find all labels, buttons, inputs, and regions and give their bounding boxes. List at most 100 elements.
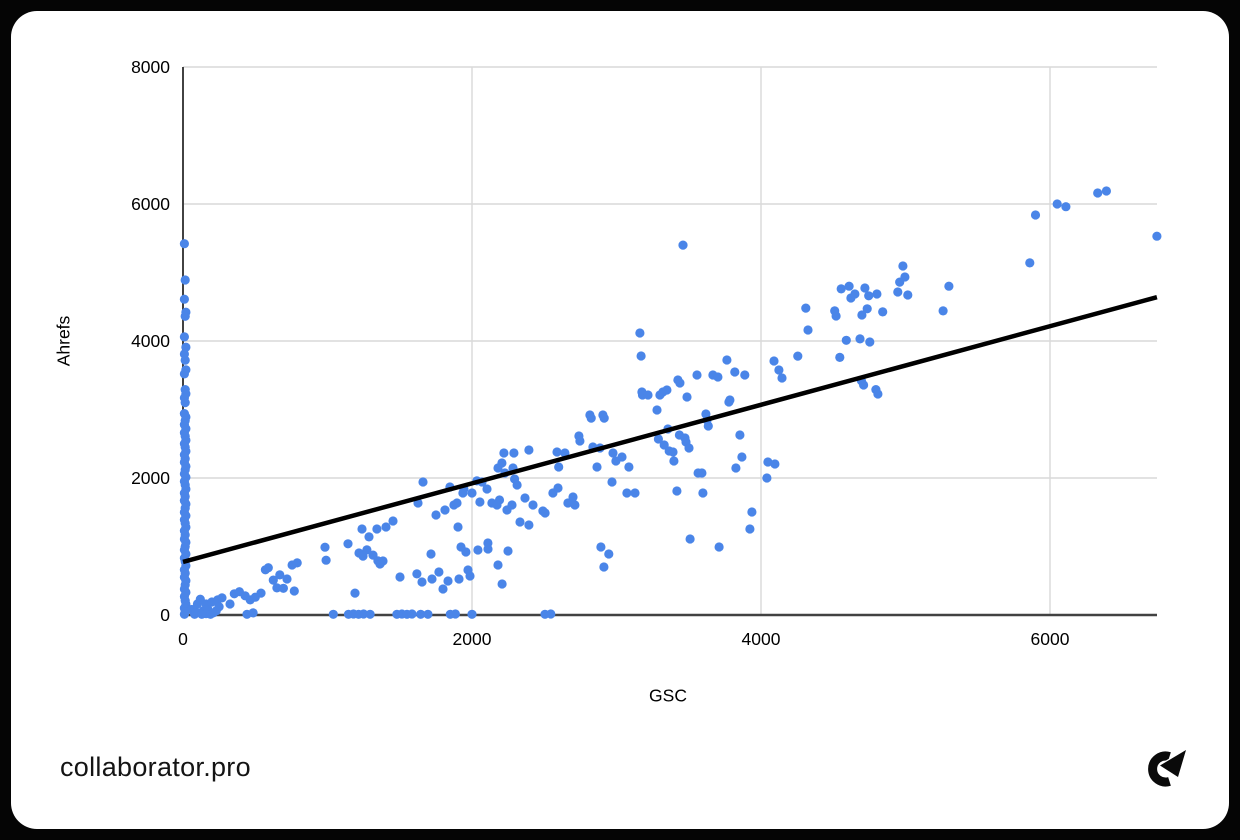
data-point <box>596 542 606 552</box>
data-point <box>713 372 723 382</box>
data-point <box>1052 199 1062 209</box>
data-point <box>697 468 707 478</box>
data-point <box>669 456 679 466</box>
data-point <box>359 609 369 619</box>
data-point <box>321 555 331 565</box>
data-point <box>465 571 475 581</box>
y-tick-label: 8000 <box>131 57 170 77</box>
data-point <box>624 462 634 472</box>
x-tick-label: 6000 <box>1031 629 1070 649</box>
data-point <box>762 473 772 483</box>
data-point <box>483 544 493 554</box>
data-point <box>841 335 851 345</box>
data-point <box>553 483 563 493</box>
data-point <box>362 545 372 555</box>
data-point <box>282 574 292 584</box>
data-point <box>682 392 692 402</box>
data-point <box>454 574 464 584</box>
data-point <box>769 356 779 366</box>
data-point <box>652 405 662 415</box>
data-point <box>1030 210 1041 220</box>
data-point <box>898 261 908 271</box>
data-point <box>440 505 450 515</box>
y-tick-label: 6000 <box>131 194 170 214</box>
data-point <box>692 370 702 380</box>
x-tick-label: 2000 <box>453 629 492 649</box>
data-point <box>180 398 190 408</box>
data-point <box>473 545 483 555</box>
data-point <box>450 609 460 619</box>
data-point <box>431 510 441 520</box>
data-point <box>365 609 375 619</box>
data-point <box>372 524 382 534</box>
data-point <box>865 337 875 347</box>
data-point <box>878 307 888 317</box>
data-point <box>622 488 632 498</box>
data-point <box>725 395 735 405</box>
data-point <box>217 593 227 603</box>
data-point <box>938 306 948 316</box>
data-point <box>859 380 869 390</box>
data-point <box>434 567 444 577</box>
data-point <box>900 272 910 282</box>
data-point <box>180 311 190 321</box>
data-point <box>737 452 747 462</box>
data-point <box>416 609 426 619</box>
data-point <box>328 609 338 619</box>
data-point <box>735 430 745 440</box>
data-point <box>453 522 463 532</box>
data-point <box>343 539 353 549</box>
data-point <box>903 290 913 300</box>
data-point <box>443 576 453 586</box>
site-name: collaborator.pro <box>60 752 251 782</box>
y-axis-title: Ahrefs <box>53 315 74 367</box>
data-point <box>272 583 282 593</box>
data-point <box>179 332 189 342</box>
data-point <box>893 287 903 297</box>
data-point <box>857 310 867 320</box>
data-point <box>515 517 525 527</box>
data-point <box>855 334 865 344</box>
data-point <box>653 434 664 444</box>
data-point <box>248 608 258 618</box>
data-point <box>179 609 189 619</box>
data-point <box>268 575 278 585</box>
y-tick-label: 4000 <box>131 331 170 351</box>
data-point <box>499 448 509 458</box>
data-point <box>503 546 513 556</box>
data-point <box>552 447 562 457</box>
data-point <box>1093 188 1103 198</box>
data-point <box>604 549 614 559</box>
data-point <box>672 486 682 496</box>
data-point <box>292 558 302 568</box>
data-point <box>554 462 564 472</box>
x-axis-title: GSC <box>649 685 687 706</box>
collaborator-logo-icon <box>1148 747 1188 787</box>
data-point <box>835 352 845 362</box>
y-tick-label: 0 <box>160 605 170 625</box>
x-tick-label: 0 <box>178 629 188 649</box>
data-point <box>275 570 285 580</box>
data-point <box>395 572 405 582</box>
data-point <box>722 355 732 365</box>
chart-card <box>11 11 1229 829</box>
data-point <box>630 488 640 498</box>
data-point <box>423 609 433 619</box>
data-point <box>599 413 609 423</box>
data-point <box>730 367 740 377</box>
data-point <box>467 609 477 619</box>
data-point <box>475 497 485 507</box>
data-point <box>461 547 471 557</box>
data-point <box>864 291 874 301</box>
data-point <box>793 351 803 361</box>
data-point <box>427 574 437 584</box>
data-point <box>507 500 517 510</box>
data-point <box>528 500 538 510</box>
data-point <box>289 586 299 596</box>
data-point <box>180 355 190 365</box>
data-point <box>256 588 266 598</box>
data-point <box>426 549 436 559</box>
data-point <box>509 448 519 458</box>
